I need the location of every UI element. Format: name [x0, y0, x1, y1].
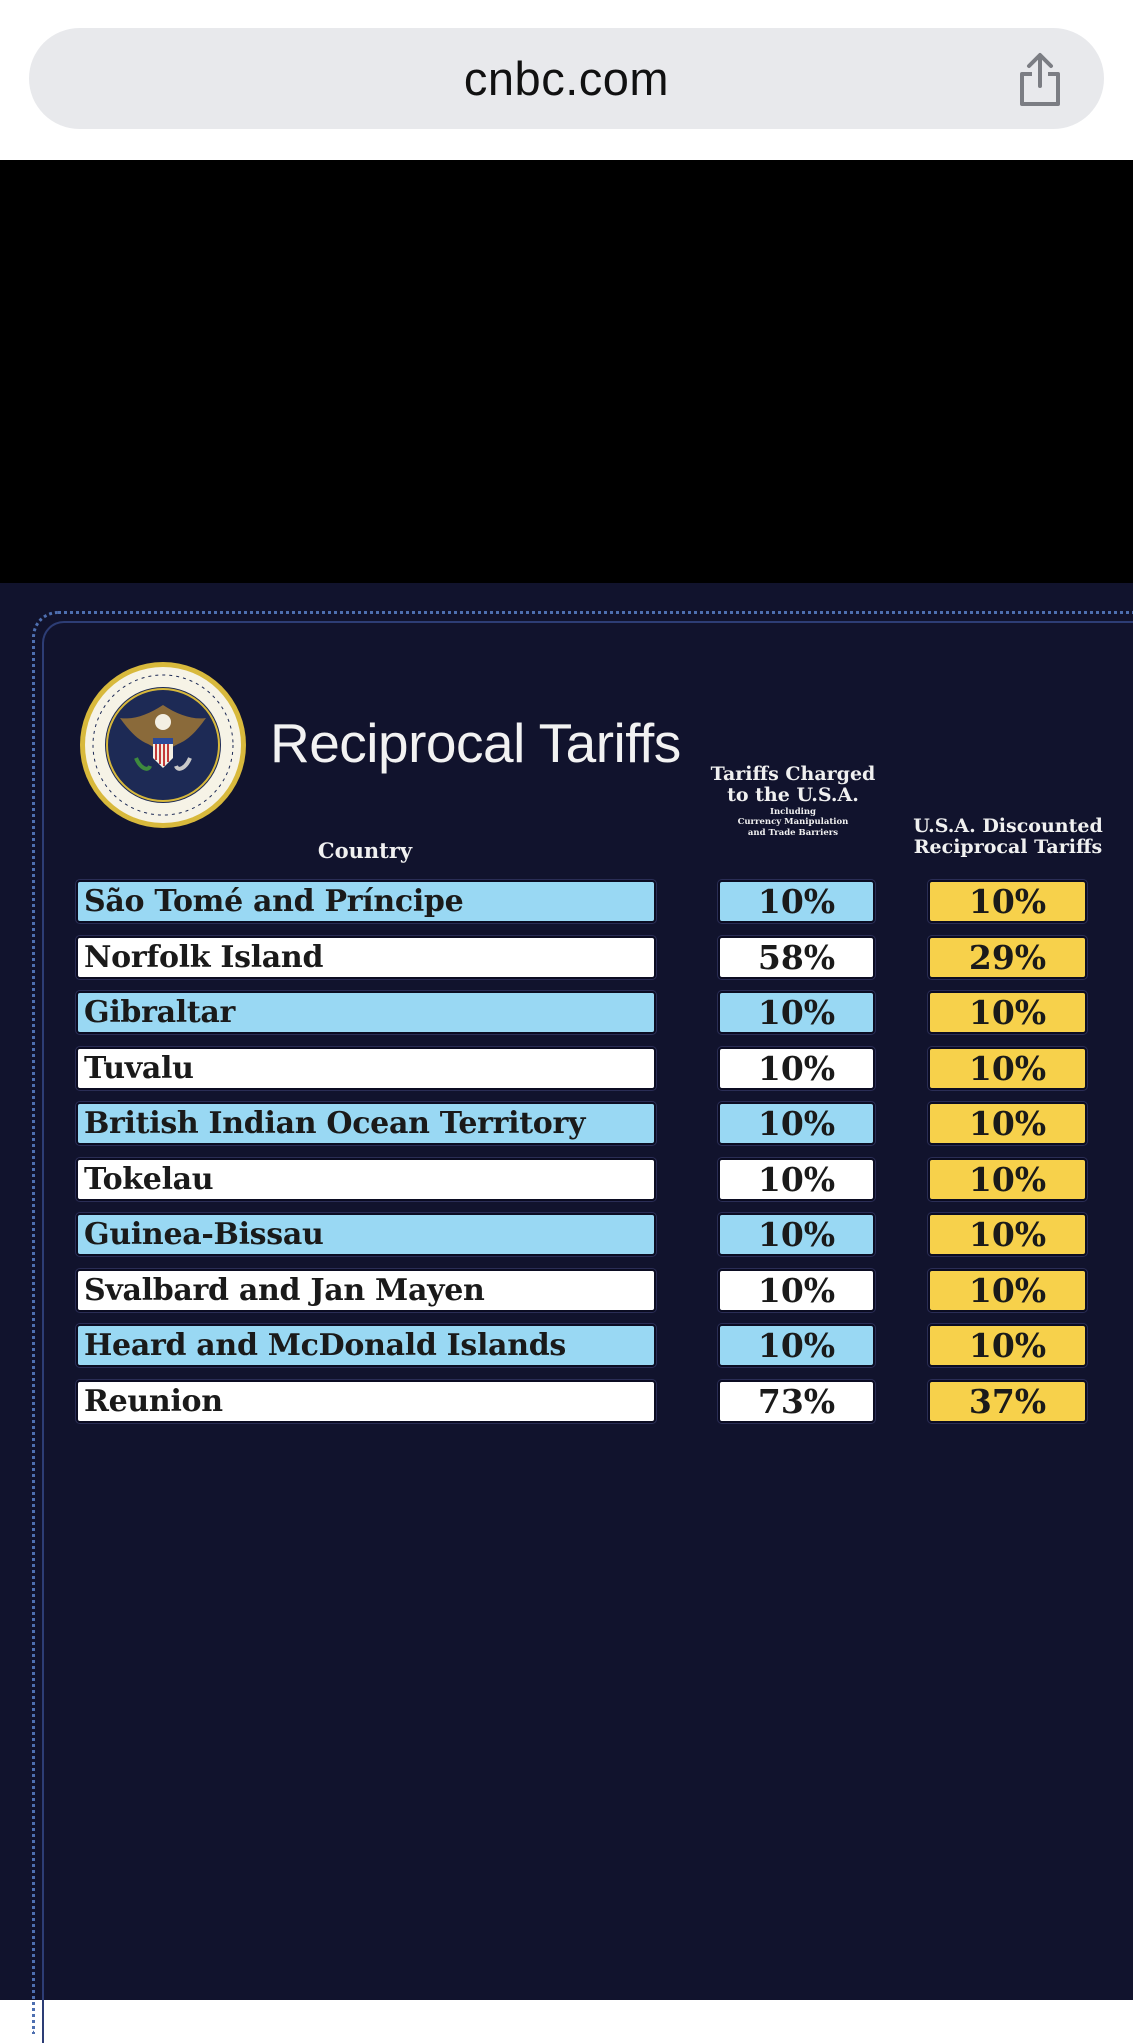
discount-cell: 10% — [928, 1046, 1087, 1090]
video-placeholder — [0, 160, 1133, 583]
country-cell: Svalbard and Jan Mayen — [76, 1268, 656, 1312]
country-cell: Reunion — [76, 1379, 656, 1423]
table-row: Tuvalu 10% 10% — [0, 1046, 1133, 1094]
country-cell: Heard and McDonald Islands — [76, 1324, 656, 1367]
header-charged-small-2: Currency Manipulation — [737, 817, 849, 828]
header-charged-line-2: to the U.S.A. — [727, 784, 859, 807]
table-row: Guinea-Bissau 10% 10% — [0, 1213, 1133, 1260]
discount-cell: 10% — [928, 1213, 1087, 1256]
table-row: Tokelau 10% 10% — [0, 1157, 1133, 1205]
table-row: British Indian Ocean Territory 10% 10% — [0, 1102, 1133, 1149]
column-header-discounted-tariffs: U.S.A. Discounted Reciprocal Tariffs — [906, 815, 1110, 859]
table-row: Heard and McDonald Islands 10% 10% — [0, 1324, 1133, 1371]
table-row: Reunion 73% 37% — [0, 1379, 1133, 1427]
header-charged-small-3: and Trade Barriers — [747, 827, 839, 838]
charged-cell: 73% — [718, 1379, 875, 1423]
charged-cell: 10% — [718, 1268, 875, 1312]
country-cell: Norfolk Island — [76, 935, 656, 979]
country-cell: Tuvalu — [76, 1046, 656, 1090]
charged-cell: 58% — [718, 935, 875, 979]
table-row: Svalbard and Jan Mayen 10% 10% — [0, 1268, 1133, 1316]
tariff-poster: Reciprocal Tariffs Country Tariffs Charg… — [0, 583, 1133, 2043]
column-header-tariffs-charged: Tariffs Charged to the U.S.A. Including … — [700, 763, 886, 838]
discount-cell: 37% — [928, 1379, 1087, 1423]
discount-cell: 10% — [928, 991, 1087, 1034]
charged-cell: 10% — [718, 1324, 875, 1367]
discount-cell: 10% — [928, 1157, 1087, 1201]
charged-cell: 10% — [718, 1102, 875, 1145]
poster-dotted-border — [32, 611, 1133, 2034]
charged-cell: 10% — [718, 1157, 875, 1201]
charged-cell: 10% — [718, 1213, 875, 1256]
country-cell: Guinea-Bissau — [76, 1213, 656, 1256]
country-cell: Tokelau — [76, 1157, 656, 1201]
table-row: Gibraltar 10% 10% — [0, 991, 1133, 1038]
charged-cell: 10% — [718, 991, 875, 1034]
table-row: São Tomé and Príncipe 10% 10% — [0, 880, 1133, 927]
header-charged-small-1: Including — [769, 806, 817, 817]
discount-cell: 29% — [928, 935, 1087, 979]
discount-cell: 10% — [928, 1268, 1087, 1312]
column-header-country: Country — [317, 838, 413, 863]
discount-cell: 10% — [928, 880, 1087, 923]
charged-cell: 10% — [718, 880, 875, 923]
browser-toolbar: cnbc.com — [0, 0, 1133, 160]
table-row: Norfolk Island 58% 29% — [0, 935, 1133, 983]
charged-cell: 10% — [718, 1046, 875, 1090]
country-cell: British Indian Ocean Territory — [76, 1102, 656, 1145]
address-bar[interactable]: cnbc.com — [29, 28, 1104, 129]
discount-cell: 10% — [928, 1324, 1087, 1367]
header-discount-line-2: Reciprocal Tariffs — [913, 836, 1103, 859]
header-charged-line-1: Tariffs Charged — [710, 763, 876, 785]
discount-cell: 10% — [928, 1102, 1087, 1145]
header-discount-line-1: U.S.A. Discounted — [913, 815, 1103, 837]
poster-title: Reciprocal Tariffs — [270, 712, 681, 774]
poster-inner-border — [42, 621, 1133, 2043]
presidential-seal-icon — [78, 660, 248, 830]
country-cell: Gibraltar — [76, 991, 656, 1034]
url-text[interactable]: cnbc.com — [463, 52, 670, 105]
share-icon[interactable] — [1014, 52, 1066, 108]
country-cell: São Tomé and Príncipe — [76, 880, 656, 923]
